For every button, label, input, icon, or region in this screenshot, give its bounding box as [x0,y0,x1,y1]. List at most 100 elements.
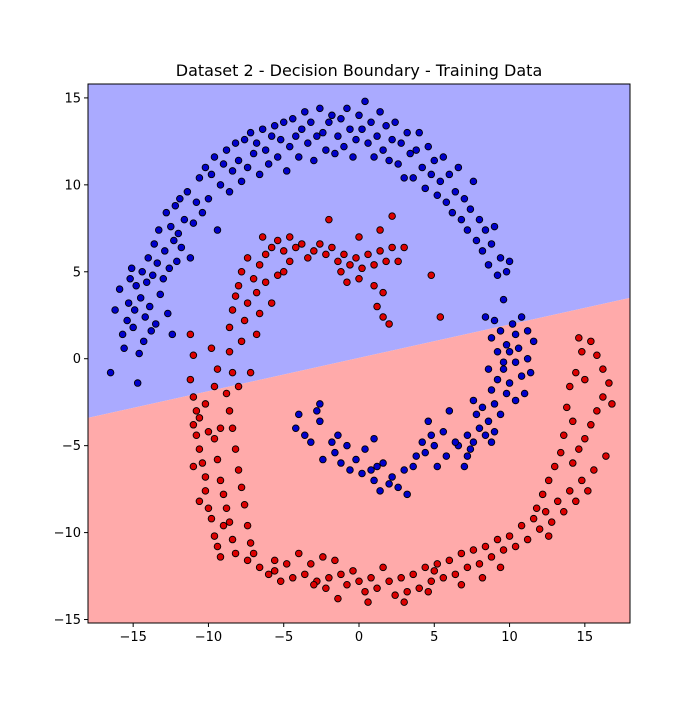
data-point-red [553,497,562,506]
data-point-blue [487,438,496,446]
data-point-red [273,271,282,280]
data-point-red [487,553,496,561]
data-point-blue [180,215,189,224]
data-point-blue [142,278,151,286]
data-point-red [523,535,532,544]
data-point-blue [255,170,264,179]
data-point-blue [111,306,119,314]
data-point-blue [295,153,303,161]
plot-area [87,83,631,624]
y-tick-label: 5 [73,265,81,280]
x-tick-label: −15 [119,630,146,645]
data-point-blue [505,348,514,356]
data-point-red [400,243,408,252]
points-layer [106,97,616,606]
data-point-blue [139,337,148,346]
data-point-blue [304,139,312,147]
data-point-blue [115,285,124,293]
data-point-blue [337,459,345,467]
data-point-blue [340,142,348,151]
data-point-red [213,542,222,551]
y-tick-label: −15 [54,613,81,628]
data-point-red [590,466,598,474]
data-point-blue [391,118,399,127]
data-point-blue [415,128,423,137]
data-point-blue [424,142,433,151]
data-point-red [328,243,336,252]
data-point-red [352,254,360,262]
data-point-red [593,351,601,359]
data-point-blue [168,330,177,339]
data-point-blue [261,146,270,154]
data-point-blue [118,330,127,339]
data-point-red [367,574,375,582]
data-point-blue [385,480,393,488]
data-point-red [340,250,348,259]
data-point-blue [388,473,396,481]
data-point-red [370,281,378,290]
data-point-blue [170,236,178,245]
data-point-red [569,417,577,426]
data-point-blue [478,247,487,255]
data-point-red [216,424,225,433]
data-point-red [325,574,333,582]
data-point-blue [370,476,378,485]
y-tick-label: 0 [73,352,81,367]
data-point-blue [379,459,387,467]
data-point-red [337,268,345,276]
data-point-blue [433,462,442,471]
data-point-blue [156,290,165,299]
data-point-red [222,504,231,512]
data-point-blue [406,149,414,158]
data-point-red [322,250,330,259]
data-point-blue [394,160,402,168]
data-point-red [493,535,502,544]
data-point-blue [301,108,309,116]
x-tick-label: 10 [501,630,518,645]
data-point-red [240,501,249,509]
data-point-red [560,431,568,439]
data-point-blue [133,379,142,387]
data-point-red [439,574,448,582]
data-point-red [228,368,237,377]
data-point-blue [222,146,231,154]
data-point-blue [352,135,360,144]
data-point-red [343,278,351,286]
data-point-blue [511,358,520,366]
data-point-red [550,462,559,471]
data-point-blue [150,240,158,248]
data-point-red [581,375,589,384]
data-point-red [385,577,393,586]
data-point-blue [469,177,478,186]
data-point-red [322,584,330,592]
data-point-blue [258,125,267,133]
x-axis: −15 −10 −5 0 5 10 15 [119,623,593,645]
data-point-red [478,574,487,582]
data-point-blue [301,431,309,439]
data-point-blue [192,198,201,206]
data-point-blue [355,111,363,120]
data-point-red [325,215,333,224]
data-point-red [382,257,390,266]
data-point-red [255,261,264,269]
data-point-blue [481,313,490,321]
data-point-blue [319,128,327,137]
data-point-blue [264,160,273,168]
data-point-blue [385,156,393,165]
data-point-blue [364,139,372,147]
x-tick-label: −10 [195,630,222,645]
data-point-red [228,424,237,433]
data-point-blue [499,365,508,373]
data-point-blue [439,153,448,161]
data-point-blue [367,466,375,474]
data-point-red [409,570,417,579]
data-point-blue [124,299,133,307]
data-point-red [334,257,342,266]
data-point-blue [523,354,532,363]
data-point-blue [177,243,186,252]
data-point-red [584,487,592,495]
data-point-red [201,400,210,408]
data-point-red [578,476,586,485]
data-point-blue [427,170,436,179]
